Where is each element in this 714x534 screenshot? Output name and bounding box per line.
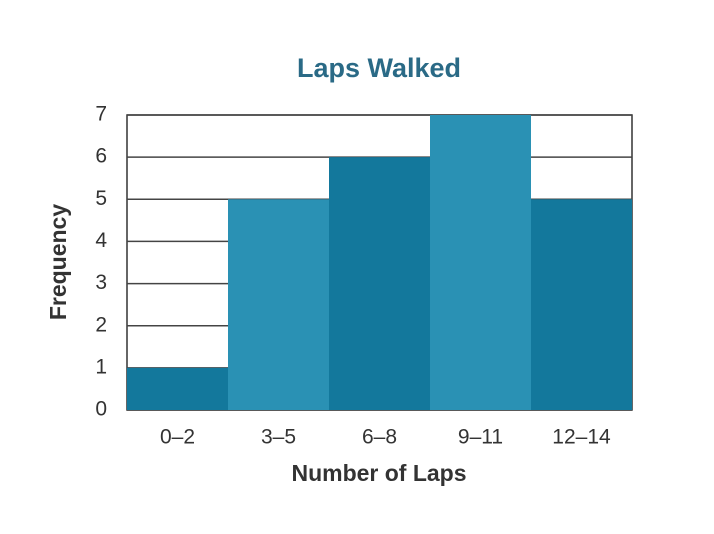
x-tick-label: 6–8 (362, 426, 397, 449)
x-axis-label: Number of Laps (291, 460, 466, 486)
x-tick-label: 9–11 (458, 426, 503, 449)
x-tick-label: 12–14 (552, 426, 611, 449)
bar (430, 115, 531, 410)
y-axis-label: Frequency (45, 204, 71, 321)
y-tick-label: 4 (95, 229, 107, 252)
y-tick-label: 0 (95, 398, 107, 421)
chart-title: Laps Walked (297, 53, 461, 83)
y-tick-label: 3 (95, 271, 107, 294)
bar (228, 199, 329, 410)
bar (127, 367, 228, 410)
bar (329, 157, 430, 410)
bar (531, 199, 632, 410)
y-tick-label: 6 (95, 145, 107, 168)
y-tick-label: 7 (95, 103, 107, 126)
y-tick-label: 2 (95, 313, 107, 336)
y-tick-label: 1 (95, 355, 107, 378)
y-tick-label: 5 (95, 187, 107, 210)
x-tick-label: 3–5 (261, 426, 296, 449)
x-tick-label: 0–2 (160, 426, 195, 449)
